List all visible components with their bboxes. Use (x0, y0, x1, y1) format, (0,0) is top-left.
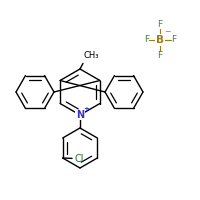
Text: F: F (144, 36, 149, 45)
Text: N: N (76, 110, 84, 120)
Text: Cl: Cl (74, 154, 84, 164)
Text: F: F (171, 36, 176, 45)
Text: −: − (164, 27, 170, 36)
Text: CH₃: CH₃ (84, 51, 99, 60)
Text: F: F (157, 20, 163, 29)
Text: B: B (156, 35, 164, 45)
Text: +: + (84, 106, 89, 112)
Text: F: F (157, 51, 163, 60)
